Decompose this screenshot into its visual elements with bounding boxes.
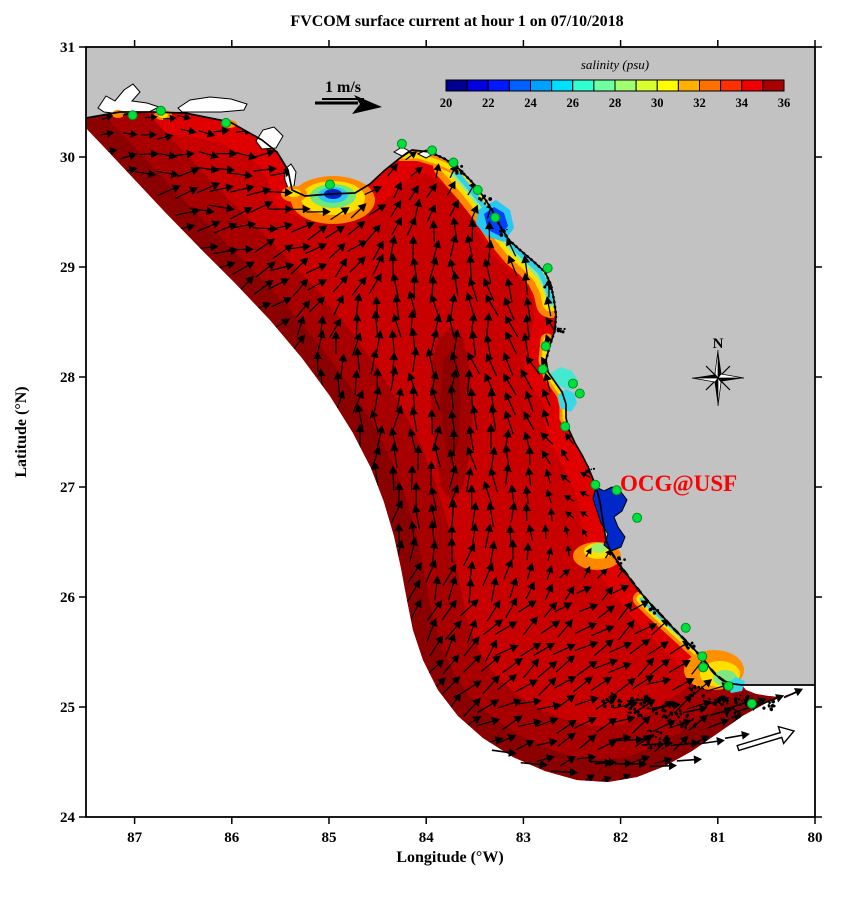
y-tick-label: 30 — [60, 150, 75, 166]
colorbar-tick-label: 36 — [778, 96, 791, 110]
station-dot — [542, 263, 553, 274]
colorbar-tick-label: 24 — [524, 96, 537, 110]
station-dot — [448, 157, 459, 168]
station-dot — [574, 388, 585, 399]
low-salinity-plume — [591, 543, 607, 553]
station-dot — [220, 117, 231, 128]
colorbar-tick-label: 20 — [440, 96, 453, 110]
colorbar-tick-label: 30 — [651, 96, 664, 110]
station-dot — [490, 212, 501, 223]
colorbar-tick-label: 32 — [693, 96, 706, 110]
y-tick-label: 24 — [60, 810, 76, 826]
inland-bay — [255, 126, 284, 150]
station-dot — [680, 622, 691, 633]
y-tick-label: 28 — [60, 370, 75, 386]
x-tick-label: 84 — [419, 830, 435, 846]
plot-title: FVCOM surface current at hour 1 on 07/10… — [290, 13, 624, 30]
y-axis-label: Latitude (°N) — [13, 386, 30, 478]
x-tick-label: 82 — [613, 830, 628, 846]
station-dot — [611, 485, 622, 496]
low-salinity-plume — [287, 189, 301, 197]
x-tick-label: 81 — [710, 830, 725, 846]
colorbar-tick-label: 22 — [482, 96, 495, 110]
axes-frame: 87 86 85 84 83 82 81 80 31 30 29 28 27 26 25 24 — [60, 40, 823, 846]
colorbar: 20 22 24 26 28 30 32 34 36 — [440, 79, 791, 110]
vector-scale-label: 1 m/s — [322, 79, 364, 100]
colorbar-tick-label: 26 — [567, 96, 580, 110]
station-dot — [746, 698, 757, 709]
y-tick-label: 27 — [60, 480, 76, 496]
station-dot — [324, 179, 335, 190]
station-dot — [540, 341, 551, 352]
colorbar-tick-label: 28 — [609, 96, 622, 110]
station-markers — [127, 105, 757, 709]
compass-north-label: N — [712, 336, 724, 352]
y-tick-label: 29 — [60, 260, 75, 276]
x-tick-label: 85 — [322, 830, 337, 846]
station-dot — [590, 479, 601, 490]
station-dot — [560, 421, 571, 432]
colorbar-tick-label: 34 — [736, 96, 749, 110]
station-dot — [427, 145, 438, 156]
strong-current-arrows — [491, 688, 804, 777]
station-dot — [155, 105, 166, 116]
x-tick-label: 80 — [808, 830, 823, 846]
watermark-text: OCG@USF — [620, 471, 738, 496]
station-dot — [567, 378, 578, 389]
station-dot — [697, 651, 708, 662]
station-dot — [632, 512, 643, 523]
x-tick-label: 83 — [516, 830, 531, 846]
coastline — [85, 111, 743, 686]
station-dot — [396, 138, 407, 149]
y-tick-label: 25 — [60, 700, 75, 716]
x-tick-label: 86 — [224, 830, 240, 846]
inland-bay — [177, 96, 248, 113]
station-dot — [723, 681, 734, 692]
land-mass — [86, 47, 815, 685]
colorbar-title: salinity (psu) — [580, 57, 650, 72]
y-tick-label: 31 — [60, 40, 75, 56]
hollow-current-arrow — [736, 725, 796, 752]
station-dot — [537, 364, 548, 375]
station-dot — [698, 662, 709, 673]
x-tick-label: 87 — [127, 830, 143, 846]
station-dot — [127, 110, 138, 121]
station-dot — [472, 185, 483, 195]
compass-rose — [691, 349, 745, 407]
x-axis-label: Longitude (°W) — [396, 849, 504, 866]
y-tick-label: 26 — [60, 590, 76, 606]
